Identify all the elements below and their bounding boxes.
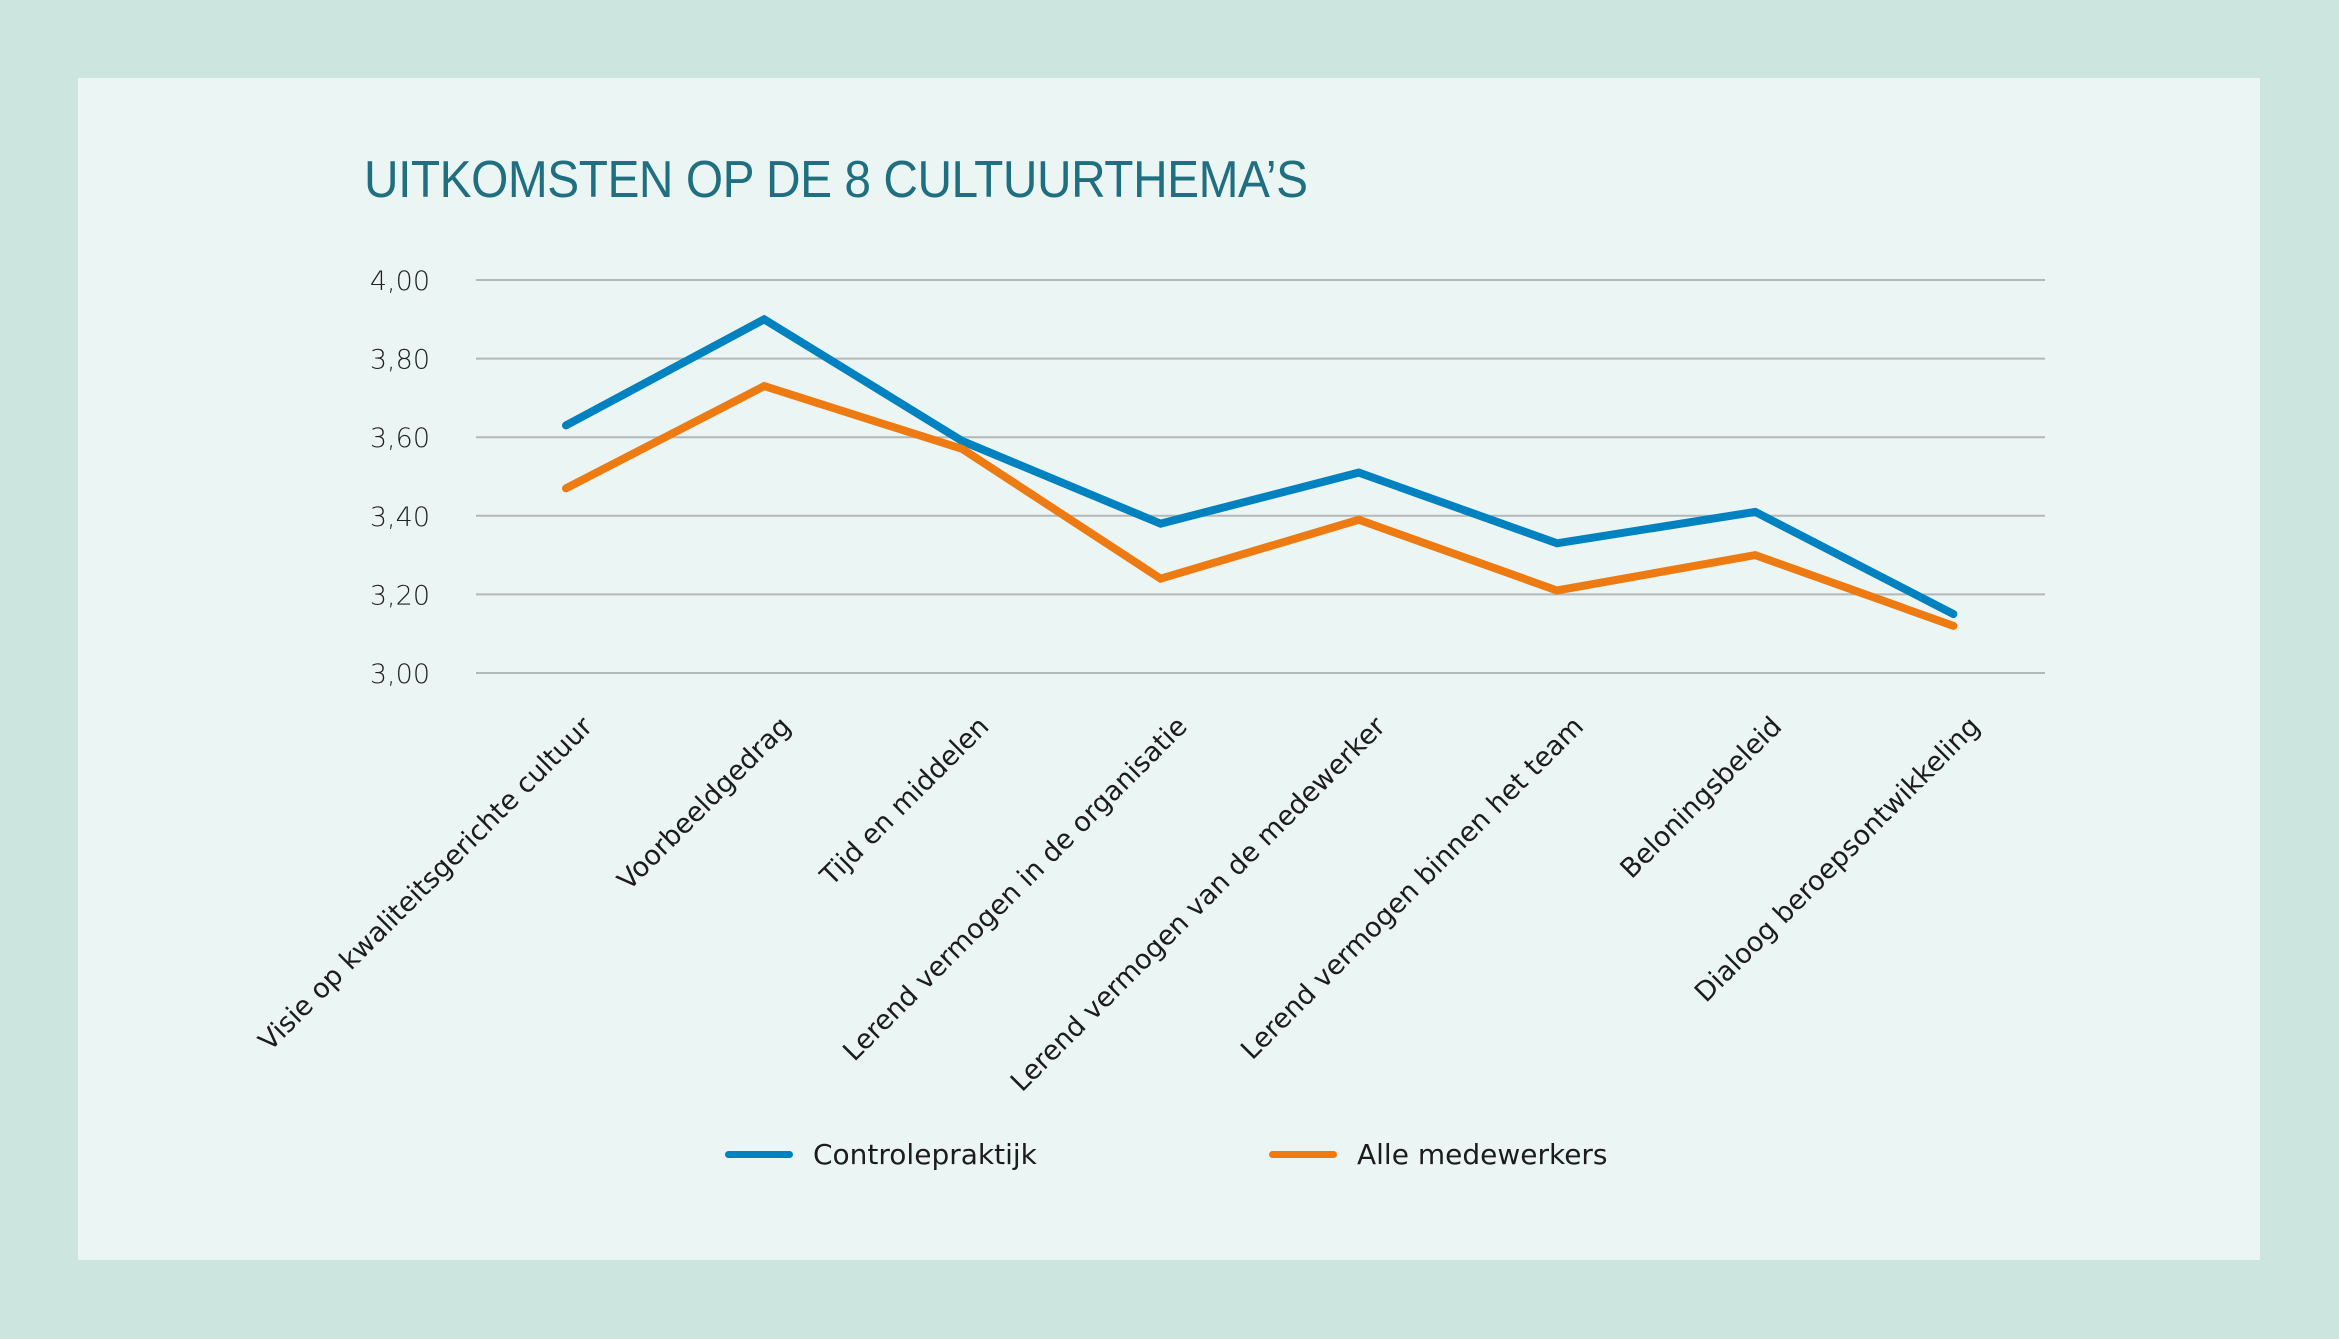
x-tick-label: Lerend vermogen binnen het team xyxy=(1235,711,1590,1066)
gridlines xyxy=(476,279,2045,674)
y-tick-label: 3,80 xyxy=(370,345,430,376)
x-tick-label: Lerend vermogen in de organisatie xyxy=(837,711,1193,1067)
x-tick-label: Lerend vermogen van de medewerker xyxy=(1005,710,1392,1097)
y-axis: 4,00 3,80 3,60 3,40 3,20 3,00 xyxy=(370,266,430,690)
x-tick-label: Tijd en middelen xyxy=(814,711,995,892)
legend-item-controlepraktijk: Controlepraktijk xyxy=(725,1138,1037,1171)
series-lines xyxy=(562,314,1958,630)
legend-label-controlepraktijk: Controlepraktijk xyxy=(813,1138,1037,1171)
chart-panel xyxy=(78,78,2260,1260)
y-tick-label: 3,40 xyxy=(370,502,430,533)
legend-item-alle-medewerkers: Alle medewerkers xyxy=(1269,1138,1608,1171)
chart-title: UITKOMSTEN OP DE 8 CULTUURTHEMA’S xyxy=(364,151,1308,209)
series-line-alle-medewerkers xyxy=(562,381,1958,630)
y-tick-label: 3,00 xyxy=(370,659,430,690)
x-axis: Visie op kwaliteitsgerichte cultuur Voorb… xyxy=(253,710,1987,1097)
legend-swatch-alle-medewerkers xyxy=(1269,1151,1337,1158)
legend-swatch-controlepraktijk xyxy=(725,1151,793,1158)
x-tick-label: Beloningsbeleid xyxy=(1614,711,1788,885)
x-tick-label: Voorbeeldgedrag xyxy=(612,711,797,896)
y-tick-label: 3,20 xyxy=(370,580,430,611)
x-tick-label: Visie op kwaliteitsgerichte cultuur xyxy=(253,710,600,1057)
legend-label-alle-medewerkers: Alle medewerkers xyxy=(1357,1138,1608,1171)
y-tick-label: 4,00 xyxy=(370,266,430,297)
series-line-controlepraktijk xyxy=(562,314,1958,619)
y-tick-label: 3,60 xyxy=(370,423,430,454)
